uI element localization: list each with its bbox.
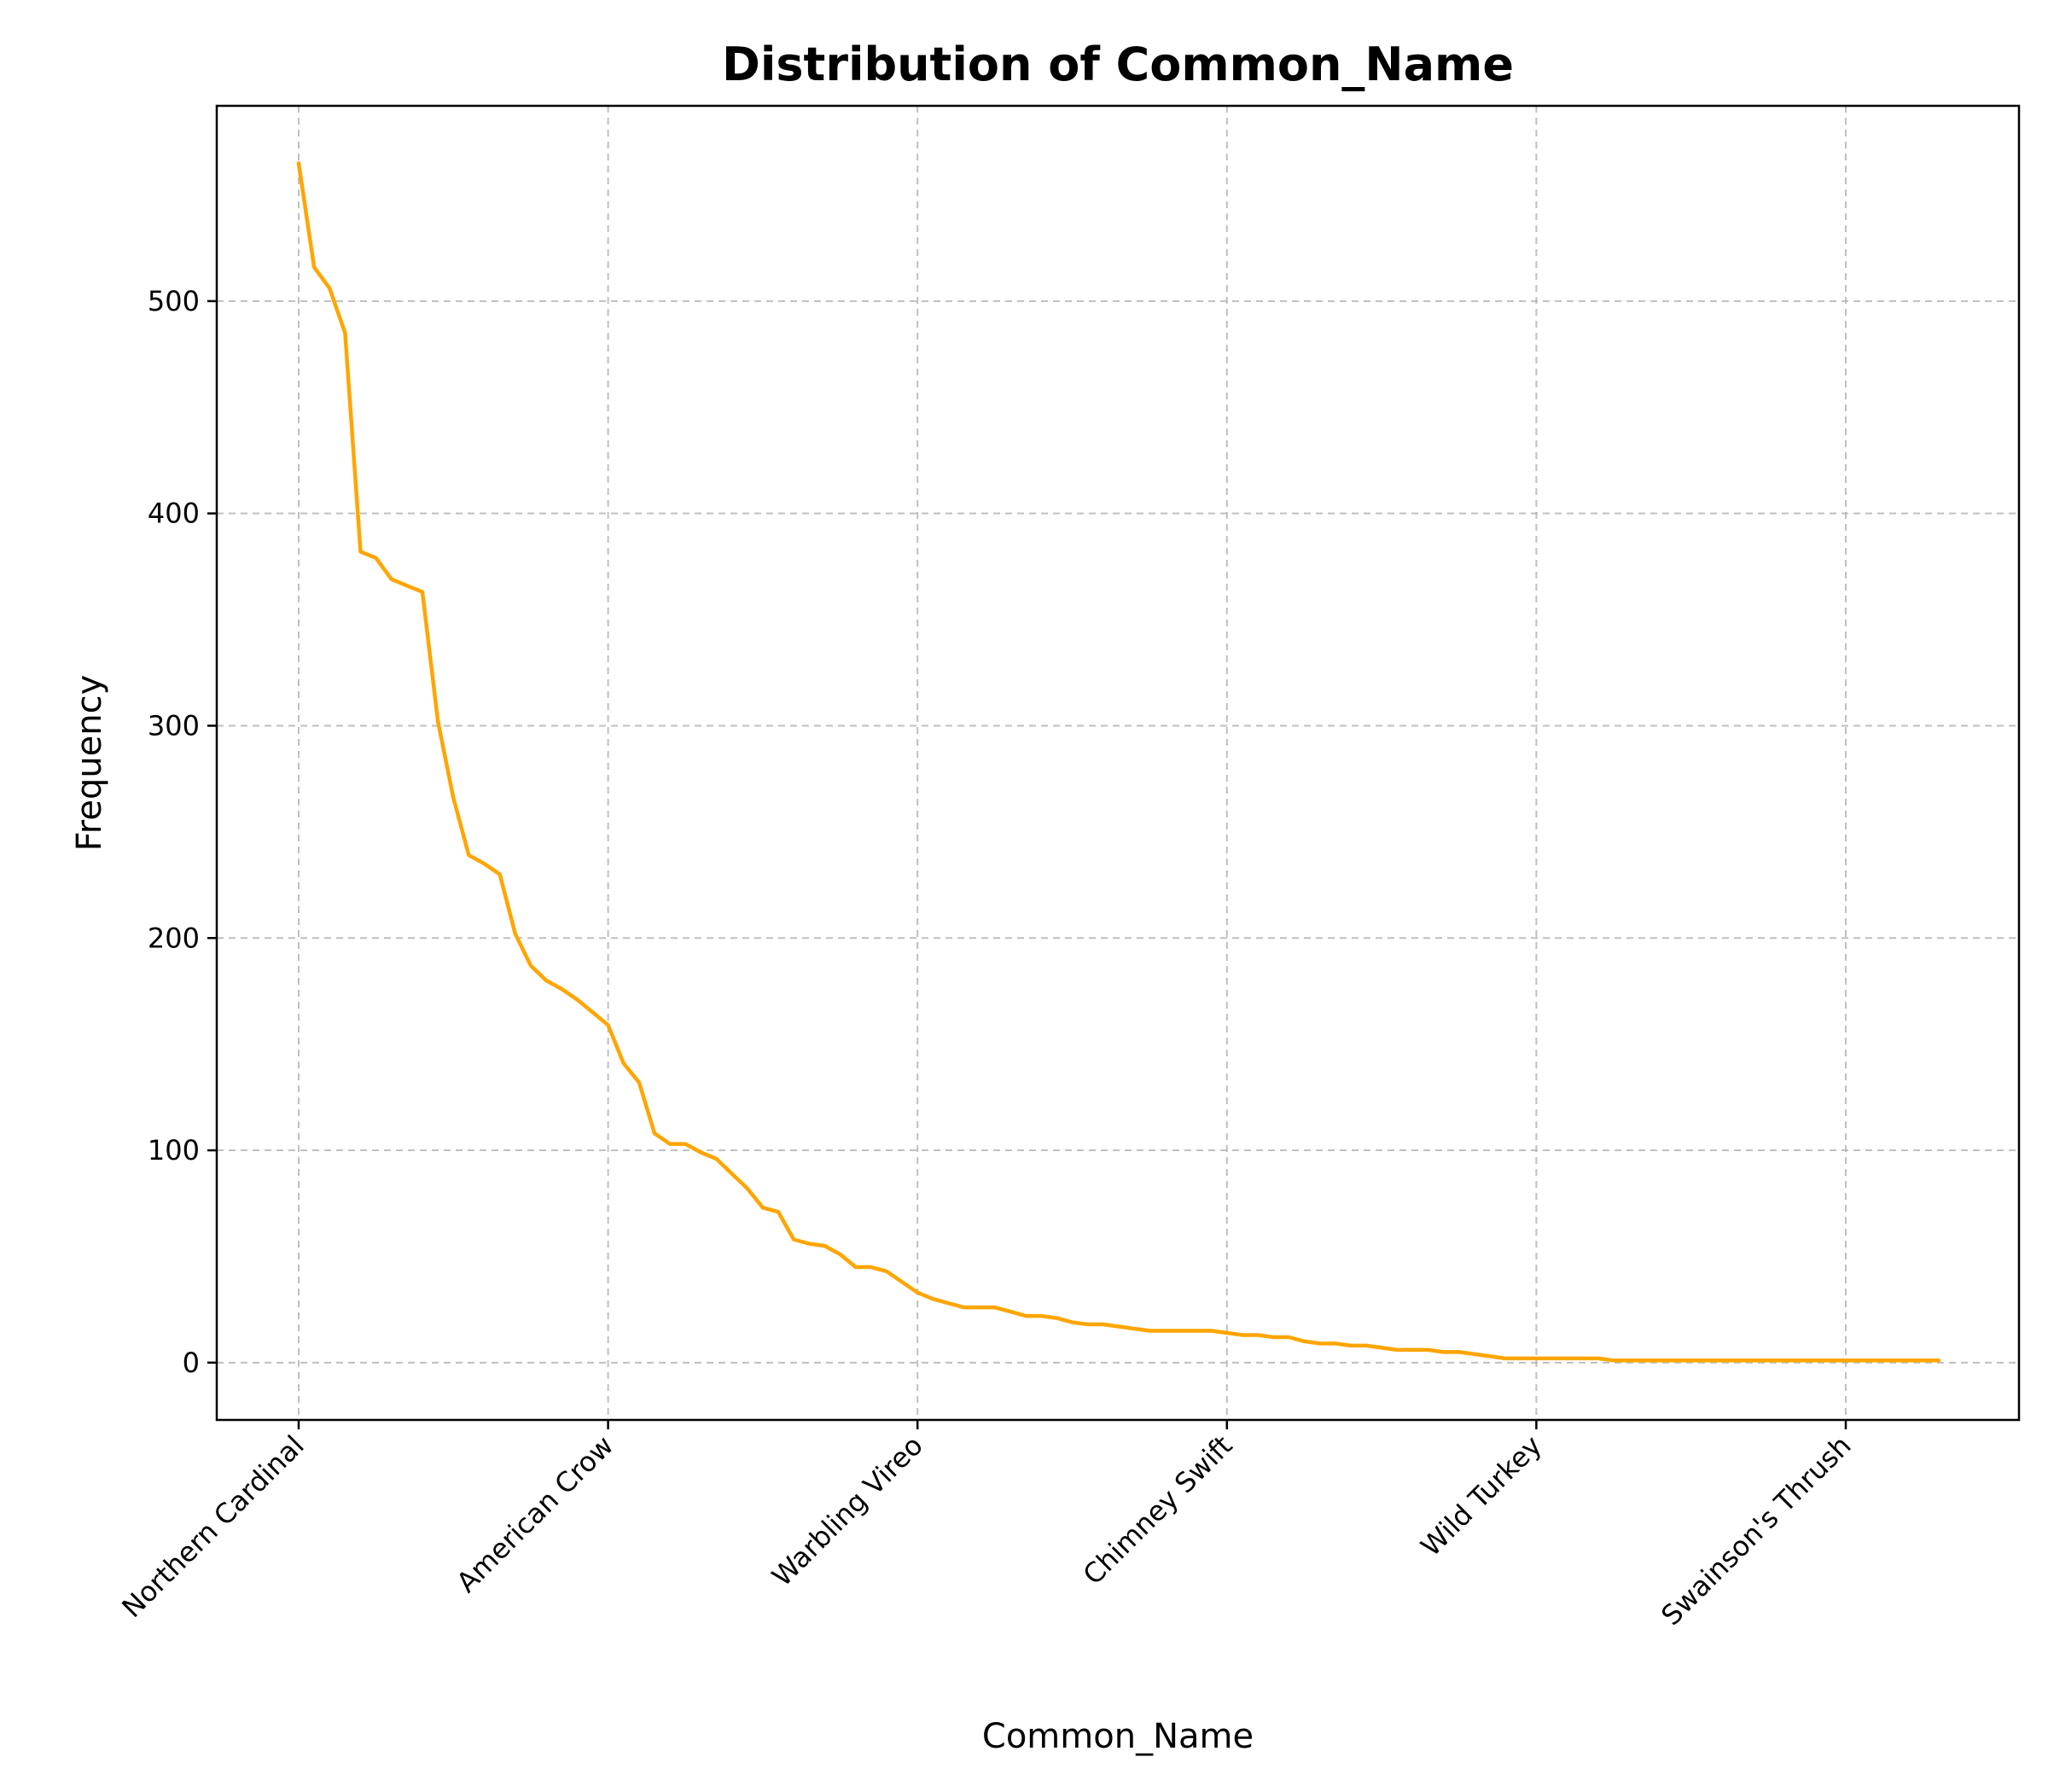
series-line	[296, 160, 1941, 1363]
series-layer	[296, 160, 1941, 1363]
y-tick-label: 0	[183, 1347, 200, 1379]
y-tick-label: 100	[148, 1134, 200, 1167]
y-axis-title: Frequency	[70, 675, 109, 852]
chart-title: Distribution of Common_Name	[722, 38, 1514, 91]
y-tick-label: 400	[148, 497, 200, 530]
y-tick-label: 300	[148, 709, 200, 742]
y-tick-label: 500	[148, 285, 200, 317]
plot-frame	[215, 104, 2021, 1422]
x-axis-title: Common_Name	[982, 1717, 1254, 1756]
y-tick-label: 200	[148, 922, 200, 954]
